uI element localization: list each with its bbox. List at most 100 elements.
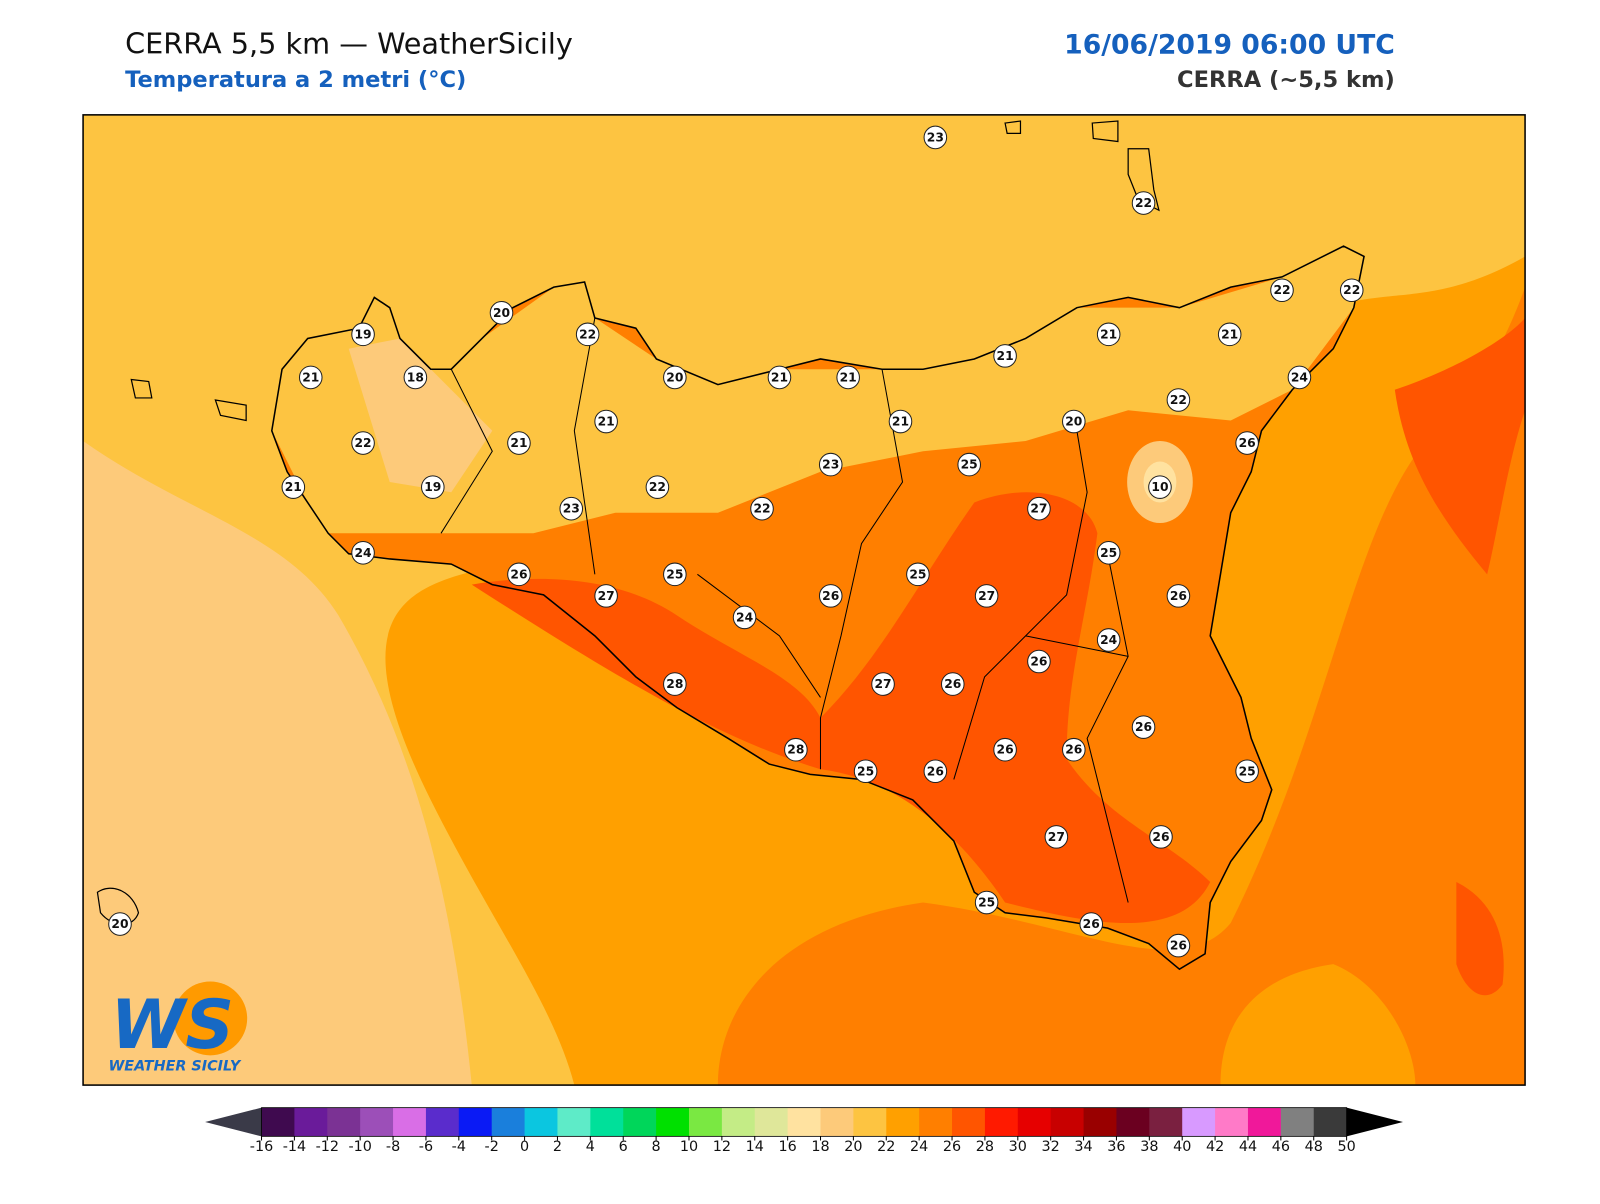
- colorbar-tick-label: 10: [680, 1139, 698, 1155]
- station-value: 18: [407, 370, 424, 384]
- colorbar-bin: [1116, 1107, 1150, 1137]
- station-marker: [663, 672, 687, 696]
- station-value: 22: [1343, 283, 1360, 297]
- station-marker: [993, 344, 1017, 368]
- station-marker: [1096, 322, 1121, 347]
- colorbar-tick-label: -8: [386, 1139, 400, 1155]
- colorbar-bin: [919, 1107, 953, 1137]
- station-marker: [351, 322, 375, 347]
- colorbar-tick-label: 4: [586, 1139, 595, 1155]
- station-marker: [663, 365, 687, 390]
- station-marker: [298, 365, 323, 390]
- map-field: [83, 114, 1526, 1086]
- coastline: [270, 245, 1365, 971]
- station-marker: [1062, 409, 1086, 434]
- station-marker: [1287, 365, 1312, 390]
- colorbar-bin: [557, 1107, 591, 1137]
- colorbar-tick-label: 22: [877, 1139, 895, 1155]
- colorbar-bin: [754, 1107, 789, 1137]
- map-frame: [82, 114, 1526, 1086]
- station-value: 25: [961, 458, 978, 472]
- colorbar-bin: [1247, 1107, 1282, 1137]
- logo-sun: [173, 981, 248, 1056]
- station-value: 27: [874, 677, 891, 691]
- station-marker: [993, 737, 1017, 762]
- station-marker: [1062, 737, 1086, 762]
- station-value: 22: [1170, 393, 1187, 407]
- station-value: 26: [822, 589, 839, 603]
- station-marker: [1079, 912, 1104, 936]
- station-marker: [1096, 628, 1121, 652]
- colorbar-tick-label: 42: [1206, 1139, 1224, 1155]
- colorbar-tick-label: 14: [746, 1139, 764, 1155]
- station-value: 20: [666, 370, 683, 384]
- station-marker: [575, 322, 600, 347]
- colorbar-tick-label: -10: [348, 1139, 371, 1155]
- colorbar-tick-label: -16: [250, 1139, 273, 1155]
- colorbar-bin: [688, 1107, 723, 1137]
- field-26-sea: [1394, 317, 1526, 575]
- station-value: 25: [1239, 764, 1256, 778]
- station-marker: [281, 475, 306, 499]
- station-value: 27: [1048, 830, 1065, 844]
- station-marker: [507, 431, 531, 455]
- field-24: [717, 287, 1526, 1086]
- station-value: 27: [978, 589, 995, 603]
- station-value: 22: [1135, 196, 1152, 210]
- colorbar-under: [205, 1107, 262, 1137]
- station-marker: [784, 737, 808, 762]
- stations: 23 22 22 22 20 19 22 21 21 21 18 20 21 21 21 24 22 21 21 20…: [108, 125, 1364, 958]
- station-value: 19: [424, 480, 441, 494]
- station-value: 21: [1100, 327, 1117, 341]
- station-value: 21: [598, 415, 615, 429]
- station-value: 20: [1065, 415, 1082, 429]
- station-marker: [923, 759, 948, 784]
- station-value: 20: [493, 306, 510, 320]
- colorbar-bin: [1149, 1107, 1183, 1137]
- colorbar-tick-label: 38: [1140, 1139, 1158, 1155]
- station-value: 22: [1273, 283, 1290, 297]
- logo: WS WEATHER SICILY: [108, 981, 248, 1075]
- station-marker: [1149, 825, 1173, 849]
- station-value: 21: [840, 370, 857, 384]
- station-marker: [1339, 278, 1364, 303]
- station-value: 24: [1291, 370, 1308, 384]
- colorbar-bin: [393, 1107, 427, 1137]
- station-value: 22: [649, 480, 666, 494]
- station-value: 26: [997, 743, 1014, 757]
- station-value: 23: [563, 502, 580, 516]
- station-value: 20: [111, 917, 128, 931]
- logo-mark: WS: [111, 985, 234, 1064]
- station-value: 26: [1239, 436, 1256, 450]
- colorbar-tick-label: 2: [553, 1139, 562, 1155]
- colorbar-tick-label: 8: [652, 1139, 661, 1155]
- station-marker: [906, 562, 930, 587]
- colorbar-tick-label: -4: [452, 1139, 466, 1155]
- colorbar-tick-label: 44: [1239, 1139, 1257, 1155]
- station-marker: [1131, 191, 1156, 215]
- station-value: 21: [892, 415, 909, 429]
- station-marker: [1027, 649, 1051, 674]
- colorbar-bin: [590, 1107, 624, 1137]
- station-value: 24: [1100, 633, 1117, 647]
- station-value: 21: [1221, 327, 1238, 341]
- colorbar-tick-label: 12: [713, 1139, 731, 1155]
- station-value: 26: [1030, 655, 1047, 669]
- station-marker: [957, 452, 981, 477]
- station-value: 26: [1170, 589, 1187, 603]
- station-value: 27: [1030, 502, 1047, 516]
- colorbar-tick-label: 6: [619, 1139, 628, 1155]
- station-value: 21: [302, 370, 319, 384]
- colorbar-tick-label: 30: [1009, 1139, 1027, 1155]
- colorbar-bin: [425, 1107, 460, 1137]
- station-marker: [559, 496, 584, 521]
- colorbar-tick-label: 18: [811, 1139, 829, 1155]
- colorbar-tick-label: 32: [1042, 1139, 1060, 1155]
- colorbar-tick-label: -2: [485, 1139, 499, 1155]
- station-value: 22: [579, 327, 596, 341]
- colorbar-outline: [261, 1107, 1348, 1137]
- field-24b: [1220, 964, 1416, 1086]
- station-value: 25: [857, 764, 874, 778]
